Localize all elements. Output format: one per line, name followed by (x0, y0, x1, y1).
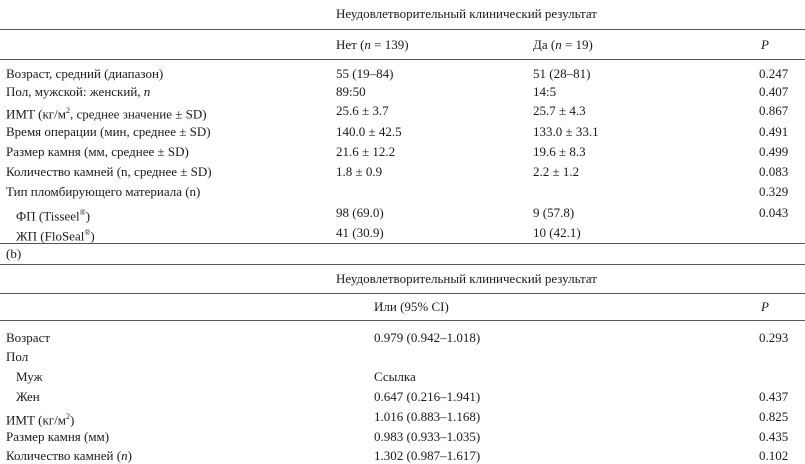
table-b-row-label: Количество камней (n) (6, 448, 132, 463)
table-a-cell-yes: 51 (28–81) (533, 66, 591, 81)
table-b-cell-p: 0.293 (759, 330, 789, 345)
table-b-col-or: Или (95% CI) (374, 299, 449, 314)
table-b-cell-or: 0.979 (0.942–1.018) (374, 330, 481, 345)
table-a-header-group: Неудовлетворительный клинический результ… (336, 6, 597, 21)
table-b-cell-or: Ссылка (374, 369, 416, 384)
table-a-cell-p: 0.491 (759, 124, 789, 139)
table-a-cell-no: 140.0 ± 42.5 (336, 124, 402, 139)
table-a-cell-yes: 14:5 (533, 84, 557, 99)
table-b-cell-p: 0.435 (759, 429, 789, 444)
table-b-row-label: Муж (16, 369, 43, 384)
table-a-rule-bottom (0, 243, 805, 244)
table-b-cell-p: 0.102 (759, 448, 789, 463)
table-a-row-label: Время операции (мин, среднее ± SD) (6, 124, 211, 139)
table-a-cell-no: 98 (69.0) (336, 205, 384, 220)
table-b-col-p: P (761, 299, 769, 314)
table-a-row-label: Размер камня (мм, среднее ± SD) (6, 144, 189, 159)
table-b-row-label: Размер камня (мм) (6, 429, 110, 444)
table-a-row-label: Пол, мужской: женский, n (6, 84, 151, 99)
table-b-cell-p: 0.437 (759, 389, 789, 404)
table-a-row-label: Количество камней (n, среднее ± SD) (6, 164, 212, 179)
table-a-col-p: P (761, 37, 769, 52)
table-b-rule-header (0, 320, 805, 321)
table-a-col-yes: Да (n = 19) (533, 37, 593, 52)
table-a-rule-header (0, 59, 805, 60)
table-a-col-no: Нет (n = 139) (336, 37, 409, 52)
table-a-cell-p: 0.499 (759, 144, 789, 159)
table-a-cell-yes: 2.2 ± 1.2 (533, 164, 580, 179)
table-a-cell-no: 21.6 ± 12.2 (336, 144, 396, 159)
table-a-cell-p: 0.083 (759, 164, 789, 179)
table-a-cell-no: 89:50 (336, 84, 366, 99)
table-b-rule-top (0, 264, 805, 265)
table-a-cell-yes: 25.7 ± 4.3 (533, 103, 586, 118)
table-b-row-label: Пол (6, 349, 29, 364)
table-a-row-label: Тип пломбирующего материала (n) (6, 184, 201, 199)
table-a-row-label: ФП (Tisseel®) (16, 208, 91, 224)
table-b-cell-or: 1.302 (0.987–1.617) (374, 448, 481, 463)
table-b-row-label: Возраст (6, 330, 51, 345)
table-a-cell-yes: 10 (42.1) (533, 225, 581, 240)
table-a-cell-p: 0.247 (759, 66, 789, 81)
table-a-cell-p: 0.043 (759, 205, 789, 220)
table-b-cell-p: 0.825 (759, 409, 789, 424)
table-a-cell-no: 41 (30.9) (336, 225, 384, 240)
table-a-cell-no: 1.8 ± 0.9 (336, 164, 383, 179)
table-b-cell-or: 1.016 (0.883–1.168) (374, 409, 481, 424)
table-a-row-label: ЖП (FloSeal®) (16, 228, 95, 244)
table-a-cell-yes: 133.0 ± 33.1 (533, 124, 599, 139)
table-b-row-label: ИМТ (кг/м2) (6, 412, 75, 428)
table-a-cell-p: 0.867 (759, 103, 789, 118)
table-a-row-label: Возраст, средний (диапазон) (6, 66, 164, 81)
table-b-header-group: Неудовлетворительный клинический результ… (336, 271, 597, 286)
table-a-cell-yes: 19.6 ± 8.3 (533, 144, 586, 159)
table-b-rule-group (0, 293, 805, 294)
section-b-label: (b) (6, 246, 22, 261)
table-b-cell-or: 0.983 (0.933–1.035) (374, 429, 481, 444)
table-a-cell-no: 55 (19–84) (336, 66, 394, 81)
table-b-row-label: Жен (16, 389, 40, 404)
table-a-cell-p: 0.407 (759, 84, 789, 99)
table-b-cell-or: 0.647 (0.216–1.941) (374, 389, 481, 404)
table-a-cell-yes: 9 (57.8) (533, 205, 575, 220)
table-a-cell-p: 0.329 (759, 184, 789, 199)
table-a-cell-no: 25.6 ± 3.7 (336, 103, 389, 118)
table-a-row-label: ИМТ (кг/м2, среднее значение ± SD) (6, 106, 207, 122)
table-a-rule-group (0, 29, 805, 30)
